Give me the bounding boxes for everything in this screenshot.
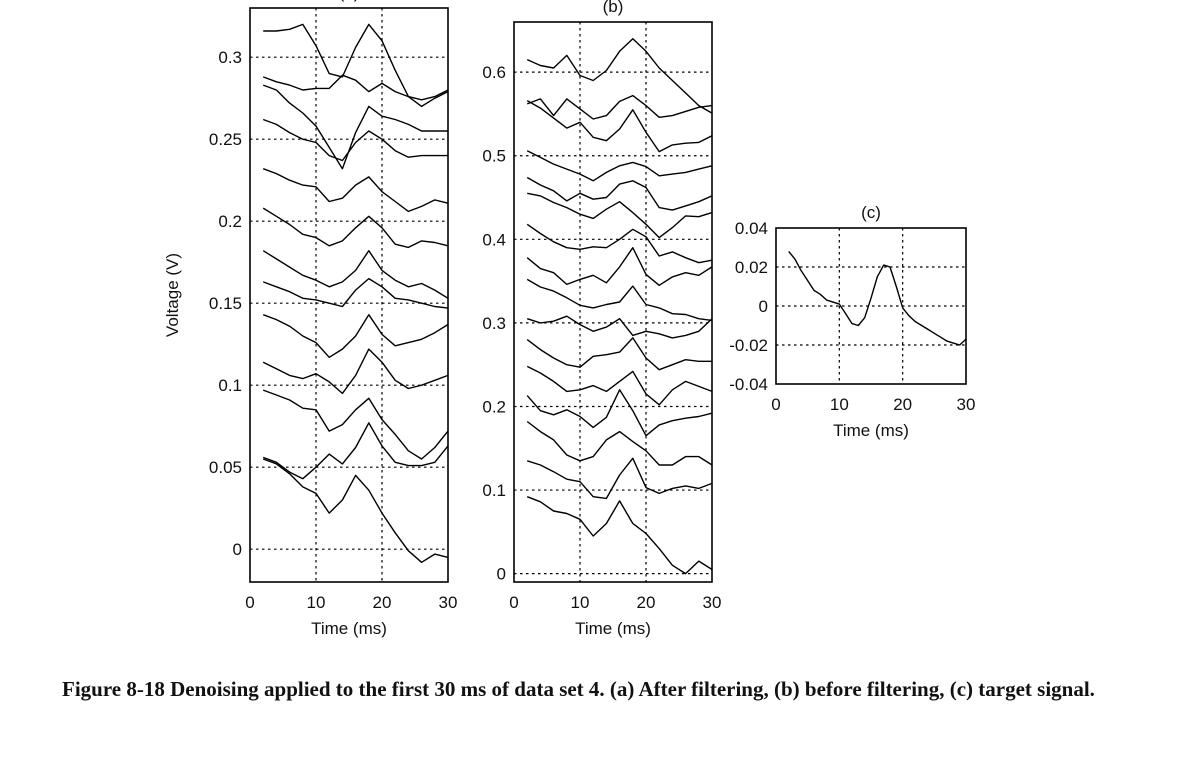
x-tick-label: 10	[307, 593, 326, 612]
trace-line	[262, 314, 449, 358]
trace-line	[527, 192, 713, 239]
y-tick-label: 0.6	[482, 63, 506, 82]
trace-line	[262, 84, 448, 170]
x-tick-label: 10	[830, 395, 849, 414]
figure-caption: Figure 8-18 Denoising applied to the fir…	[62, 677, 1095, 701]
panel-a: 0 0.05 0.1 0.15 0.2 0.25 0.3 0 10 20 30 Time (ms) Vo…	[163, 0, 457, 638]
y-tick-label: 0.2	[218, 212, 242, 231]
y-tick-label: 0.2	[482, 397, 506, 416]
trace-line	[526, 150, 713, 182]
x-tick-label: 30	[703, 593, 722, 612]
y-tick-label: -0.04	[729, 375, 768, 394]
trace-line	[788, 250, 967, 346]
x-tick-label: 20	[637, 593, 656, 612]
x-tick-label: 20	[893, 395, 912, 414]
y-tick-label: -0.02	[729, 336, 768, 355]
trace-line	[526, 278, 713, 322]
trace-line	[262, 389, 449, 460]
trace-line	[262, 249, 449, 299]
x-axis-title: Time (ms)	[575, 619, 651, 638]
x-tick-label: 30	[957, 395, 976, 414]
x-axis-title: Time (ms)	[833, 421, 909, 440]
trace-line	[526, 457, 713, 500]
panel-b: 0 0.1 0.2 0.3 0.4 0.5 0.6 0 10 20 30 Time (ms) (b)	[482, 0, 721, 638]
panel-title: (a)	[339, 0, 360, 2]
x-tick-label: 0	[509, 593, 518, 612]
y-tick-label: 0	[497, 565, 506, 584]
y-tick-label: 0.4	[482, 230, 506, 249]
y-tick-label: 0.1	[482, 481, 506, 500]
plot-frame	[249, 7, 449, 583]
y-axis-title: Voltage (V)	[163, 253, 182, 337]
y-tick-label: 0	[759, 297, 768, 316]
y-tick-label: 0.1	[218, 376, 242, 395]
trace-line	[262, 118, 448, 162]
trace-line	[526, 315, 713, 339]
panel-title: (b)	[603, 0, 624, 16]
y-tick-label: 0.04	[735, 219, 768, 238]
trace-line	[526, 389, 713, 437]
y-tick-label: 0.25	[209, 130, 242, 149]
trace-line	[526, 496, 713, 575]
trace-line	[262, 348, 449, 395]
figure: 0 0.05 0.1 0.15 0.2 0.25 0.3 0 10 20 30 Time (ms) Vo…	[163, 0, 975, 638]
trace-line	[526, 337, 712, 371]
x-tick-label: 0	[245, 593, 254, 612]
trace-line	[526, 420, 713, 466]
x-tick-label: 30	[439, 593, 458, 612]
trace-line	[262, 168, 449, 213]
trace-line	[526, 94, 713, 120]
trace-line	[262, 277, 449, 309]
trace-line	[262, 207, 449, 249]
x-tick-label: 0	[771, 395, 780, 414]
x-tick-label: 20	[373, 593, 392, 612]
panel-c: -0.04 -0.02 0 0.02 0.04 0 10 20 30 Time (ms) (c)	[729, 203, 975, 440]
y-tick-label: 0.3	[482, 314, 506, 333]
trace-line	[263, 23, 449, 108]
trace-line	[526, 246, 713, 286]
y-tick-label: 0.3	[218, 48, 242, 67]
trace-line	[262, 74, 449, 101]
y-tick-label: 0.5	[482, 147, 506, 166]
y-tick-label: 0.15	[209, 294, 242, 313]
plot-frame	[513, 21, 713, 583]
trace-line	[526, 223, 713, 264]
trace-line	[262, 458, 449, 563]
trace-line	[262, 422, 449, 480]
trace-line	[526, 38, 713, 114]
plot-frame	[775, 227, 967, 385]
panel-title: (c)	[861, 203, 881, 222]
y-tick-label: 0.02	[735, 258, 768, 277]
y-tick-label: 0	[233, 540, 242, 559]
x-axis-title: Time (ms)	[311, 619, 387, 638]
y-tick-label: 0.05	[209, 458, 242, 477]
trace-line	[526, 99, 713, 153]
trace-line	[526, 176, 713, 211]
x-tick-label: 10	[571, 593, 590, 612]
trace-line	[526, 365, 713, 406]
